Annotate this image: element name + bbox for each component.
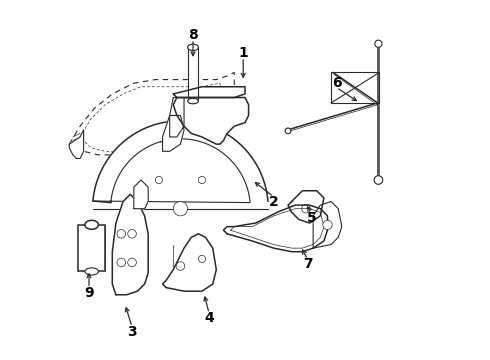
Circle shape [176,262,185,270]
Polygon shape [313,202,342,248]
Polygon shape [93,121,268,203]
Polygon shape [112,194,148,295]
Polygon shape [173,87,245,98]
Polygon shape [170,98,184,137]
Circle shape [198,255,205,262]
Ellipse shape [188,44,198,50]
Circle shape [374,176,383,184]
Circle shape [198,176,205,184]
Polygon shape [134,180,148,209]
Ellipse shape [85,220,98,229]
Text: 3: 3 [127,325,137,339]
Polygon shape [163,116,184,151]
Circle shape [302,204,310,213]
Circle shape [128,229,136,238]
Circle shape [285,128,291,134]
Circle shape [173,202,188,216]
Bar [78,225,105,271]
Text: 5: 5 [306,211,316,225]
Text: 9: 9 [84,286,94,300]
Text: 6: 6 [332,76,341,90]
Circle shape [128,258,136,267]
Polygon shape [188,47,198,101]
Circle shape [375,40,382,47]
Polygon shape [288,191,324,223]
Polygon shape [223,205,327,252]
Text: 7: 7 [303,257,313,271]
Ellipse shape [85,268,98,275]
Polygon shape [163,234,216,291]
Circle shape [155,176,163,184]
Polygon shape [173,98,248,144]
Text: 1: 1 [238,46,248,60]
Circle shape [323,220,332,229]
Text: 2: 2 [269,194,278,208]
Ellipse shape [188,98,198,104]
Text: 4: 4 [204,311,214,325]
Polygon shape [69,130,84,158]
Circle shape [117,258,125,267]
Text: 8: 8 [188,28,198,42]
Circle shape [117,229,125,238]
